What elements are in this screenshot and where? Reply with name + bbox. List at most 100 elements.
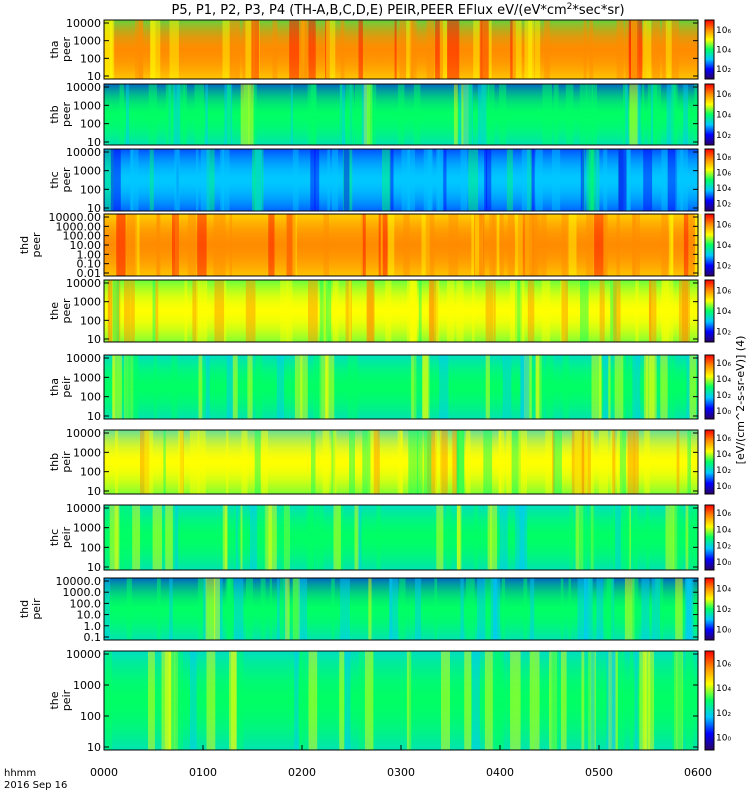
panel-label: thdpeer	[18, 232, 43, 258]
spectrogram-streak	[439, 20, 448, 79]
spectrogram-streak	[490, 578, 498, 640]
spectrogram-streak	[586, 84, 593, 145]
spectrogram-streak	[171, 355, 178, 419]
spectrogram-streak	[568, 578, 571, 640]
colorbar-tick-label: 10₂	[716, 65, 731, 75]
spectrogram-streak	[409, 651, 412, 750]
spectrogram-streak	[300, 20, 306, 79]
spectrogram-streak	[643, 149, 653, 211]
spectrogram-streak	[290, 84, 293, 145]
spectrogram-streak	[673, 84, 676, 145]
panel-the-peir: 10 100 1000 10000 thepeir 10₀ 10₂ 10₄ 10₆	[48, 648, 731, 754]
spectrogram-streak	[667, 149, 678, 211]
spectrogram-streak	[680, 149, 688, 211]
x-tick-label: 0300	[387, 766, 415, 779]
spectrogram-streak	[242, 20, 252, 79]
spectrogram-streak	[594, 214, 604, 276]
spectrogram-streak	[651, 578, 661, 640]
spectrogram-streak	[565, 84, 574, 145]
spectrogram-streak	[206, 149, 215, 211]
panel-label: thcpeer	[48, 167, 73, 193]
spectrogram-streak	[499, 214, 504, 276]
spectrogram-streak	[294, 651, 299, 750]
spectrogram-streak	[506, 430, 513, 494]
spectrogram-streak	[422, 355, 430, 419]
x-tick-label: 0200	[288, 766, 316, 779]
spectrogram-streak	[648, 280, 652, 342]
panel-the-peer: 10 100 1000 10000 thepeer 10₂ 10₄ 10₆	[48, 277, 731, 346]
spectrogram-streak	[255, 355, 263, 419]
colorbar-tick-label: 10₂	[716, 131, 731, 141]
spectrogram-streak	[453, 84, 458, 145]
y-tick-label: 100	[80, 52, 101, 65]
panel-shading	[104, 355, 698, 419]
spectrogram-streak	[184, 280, 188, 342]
spectrogram-streak	[423, 430, 432, 494]
colorbar	[704, 650, 715, 751]
panel-frame	[103, 504, 699, 571]
spectrogram-streak	[613, 280, 621, 342]
colorbar-tick-label: 10₄	[716, 241, 731, 251]
spectrogram-streak	[608, 651, 618, 750]
spectrogram-streak	[333, 505, 341, 570]
x-tick-label: 0100	[189, 766, 217, 779]
colorbar-tick-label: 10₂	[716, 391, 731, 401]
spectrogram-streak	[364, 651, 374, 750]
spectrogram-streak	[313, 355, 322, 419]
spectrogram-streak	[579, 505, 588, 570]
spectrogram-streak	[367, 280, 374, 342]
spectrogram-streak	[629, 20, 639, 79]
spectrogram-streak	[245, 280, 256, 342]
spectrogram-streak	[479, 20, 483, 79]
panel-label: thbpeer	[48, 102, 73, 128]
spectrogram-streak	[523, 578, 528, 640]
spectrogram-streak	[530, 651, 535, 750]
spectrogram-streak	[126, 84, 130, 145]
spectrogram-streak	[472, 280, 475, 342]
spectrogram-streak	[149, 149, 154, 211]
spectrogram-streak	[580, 149, 585, 211]
spectrogram-streak	[603, 578, 612, 640]
spectrogram-streak	[169, 20, 179, 79]
spectrogram-streak	[223, 280, 227, 342]
spectrogram-streak	[269, 578, 272, 640]
spectrogram-streak	[633, 505, 638, 570]
spectrogram-streak	[434, 578, 438, 640]
spectrogram-streak	[403, 214, 410, 276]
y-tick-label: 0.01	[77, 267, 102, 280]
spectrogram-streak	[596, 578, 604, 640]
spectrogram-streak	[614, 355, 624, 419]
spectrogram-streak	[197, 430, 206, 494]
spectrogram-streak	[515, 651, 521, 750]
colorbar-tick-label: 10₄	[716, 584, 731, 594]
spectrogram-streak	[397, 430, 403, 494]
spectrogram-streak	[176, 84, 181, 145]
spectrogram-streak	[439, 355, 449, 419]
spectrogram-streak	[294, 355, 303, 419]
spectrogram-streak	[283, 578, 288, 640]
spectrogram-streak	[354, 505, 360, 570]
spectrogram-streak	[292, 578, 299, 640]
spectrogram-streak	[457, 430, 464, 494]
spectrogram-streak	[364, 84, 371, 145]
spectrogram-streak	[224, 505, 228, 570]
colorbar-tick-label: 10₀	[716, 482, 731, 492]
spectrogram-streak	[685, 505, 689, 570]
panel-label: thepeir	[48, 689, 73, 711]
spectrogram-streak	[584, 578, 590, 640]
spectrogram-streak	[583, 20, 587, 79]
spectrogram-streak	[591, 355, 602, 419]
spectrogram-streak	[515, 505, 525, 570]
spectrogram-streak	[598, 430, 608, 494]
spectrogram-streak	[484, 149, 488, 211]
spectrogram-streak	[280, 578, 285, 640]
spectrogram-streak	[515, 280, 522, 342]
panel-frame	[103, 148, 699, 212]
spectrogram-streak	[347, 355, 358, 419]
spectrogram-streak	[369, 84, 373, 145]
spectrogram-streak	[127, 505, 133, 570]
spectrogram-streak	[443, 149, 447, 211]
spectrogram-streak	[163, 430, 166, 494]
spectrogram-streak	[575, 505, 584, 570]
